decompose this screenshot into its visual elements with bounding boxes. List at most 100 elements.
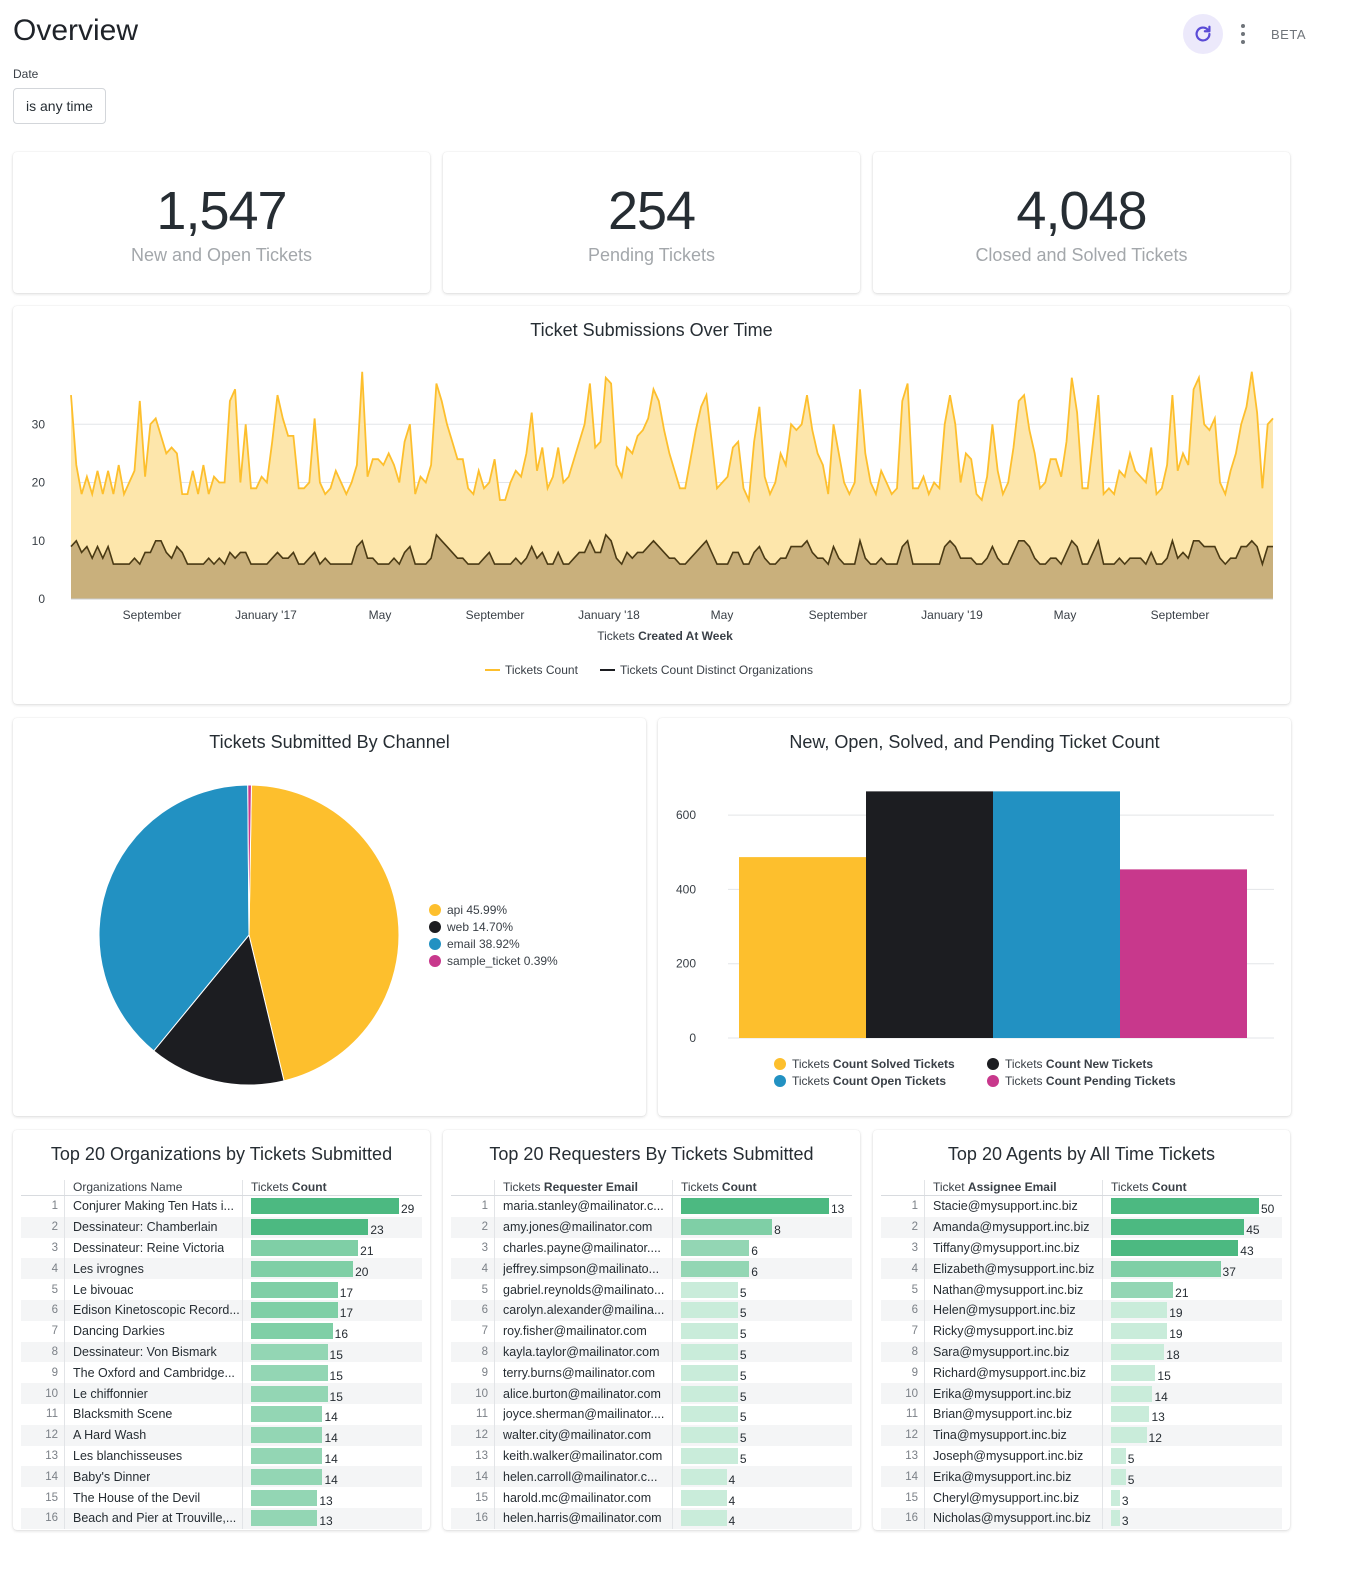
top-requesters-table: Tickets Requester Email Tickets Count 1 mar… xyxy=(451,1180,852,1529)
table-row[interactable]: 6 Edison Kinetoscopic Record... 17 xyxy=(21,1299,422,1321)
row-number: 13 xyxy=(21,1445,65,1467)
row-label: gabriel.reynolds@mailinato... xyxy=(495,1279,673,1300)
row-number: 7 xyxy=(21,1320,65,1342)
row-value: 5 xyxy=(739,1389,747,1404)
table-row[interactable]: 10 alice.burton@mailinator.com 5 xyxy=(451,1383,852,1404)
column-header[interactable]: Tickets Count xyxy=(681,1180,757,1194)
column-header[interactable]: Tickets Count xyxy=(1111,1180,1187,1194)
table-row[interactable]: 5 gabriel.reynolds@mailinato... 5 xyxy=(451,1279,852,1300)
table-row[interactable]: 14 Erika@mysupport.inc.biz 5 xyxy=(881,1466,1282,1488)
row-number: 12 xyxy=(21,1424,65,1446)
table-row[interactable]: 4 Elizabeth@mysupport.inc.biz 37 xyxy=(881,1258,1282,1280)
table-row[interactable]: 12 walter.city@mailinator.com 5 xyxy=(451,1424,852,1446)
row-value: 18 xyxy=(1166,1347,1180,1362)
table-row[interactable]: 1 maria.stanley@mailinator.c... 13 xyxy=(451,1196,852,1217)
table-row[interactable]: 7 Dancing Darkies 16 xyxy=(21,1320,422,1342)
row-number: 4 xyxy=(21,1258,65,1280)
table-row[interactable]: 16 helen.harris@mailinator.com 4 xyxy=(451,1507,852,1529)
table-row[interactable]: 8 Dessinateur: Von Bismark 15 xyxy=(21,1341,422,1363)
row-bar xyxy=(681,1427,738,1444)
column-header[interactable]: Organizations Name xyxy=(65,1180,243,1195)
row-number: 3 xyxy=(881,1237,925,1259)
table-row[interactable]: 4 Les ivrognes 20 xyxy=(21,1258,422,1280)
table-row[interactable]: 1 Conjurer Making Ten Hats i... 29 xyxy=(21,1196,422,1217)
table-row[interactable]: 3 Tiffany@mysupport.inc.biz 43 xyxy=(881,1237,1282,1259)
table-title: Top 20 Agents by All Time Tickets xyxy=(947,1144,1216,1164)
row-bar-cell: 5 xyxy=(1103,1466,1282,1487)
table-row[interactable]: 10 Erika@mysupport.inc.biz 14 xyxy=(881,1383,1282,1404)
table-row[interactable]: 15 The House of the Devil 13 xyxy=(21,1487,422,1508)
row-bar-cell: 13 xyxy=(243,1487,422,1508)
x-axis-title: Tickets Created At Week xyxy=(597,629,733,643)
table-row[interactable]: 16 Beach and Pier at Trouville,... 13 xyxy=(21,1507,422,1529)
table-row[interactable]: 12 Tina@mysupport.inc.biz 12 xyxy=(881,1424,1282,1446)
row-value: 6 xyxy=(751,1264,758,1279)
row-bar xyxy=(681,1302,738,1319)
chart-title: Tickets Submitted By Channel xyxy=(209,732,450,752)
row-label: helen.harris@mailinator.com xyxy=(495,1507,673,1529)
table-row[interactable]: 12 A Hard Wash 14 xyxy=(21,1424,422,1446)
legend-label: Tickets Count Pending Tickets xyxy=(1005,1074,1176,1088)
row-number: 6 xyxy=(881,1299,925,1321)
row-value: 6 xyxy=(751,1243,758,1258)
table-row[interactable]: 9 The Oxford and Cambridge... 15 xyxy=(21,1362,422,1384)
table-row[interactable]: 11 Blacksmith Scene 14 xyxy=(21,1403,422,1425)
table-row[interactable]: 13 Joseph@mysupport.inc.biz 5 xyxy=(881,1445,1282,1467)
table-row[interactable]: 13 Les blanchisseuses 14 xyxy=(21,1445,422,1467)
row-label: kayla.taylor@mailinator.com xyxy=(495,1341,673,1363)
bar-0 xyxy=(739,857,866,1038)
table-row[interactable]: 9 Richard@mysupport.inc.biz 15 xyxy=(881,1362,1282,1384)
x-tick-label: September xyxy=(1151,608,1210,622)
table-row[interactable]: 13 keith.walker@mailinator.com 5 xyxy=(451,1445,852,1467)
table-row[interactable]: 5 Le bivouac 17 xyxy=(21,1279,422,1300)
row-value: 3 xyxy=(1121,1514,1129,1529)
kpi-card-pending: 254 Pending Tickets xyxy=(443,152,860,293)
table-row[interactable]: 16 Nicholas@mysupport.inc.biz 3 xyxy=(881,1507,1282,1529)
row-value: 17 xyxy=(339,1306,354,1321)
row-label: Elizabeth@mysupport.inc.biz xyxy=(925,1258,1103,1280)
table-row[interactable]: 8 Sara@mysupport.inc.biz 18 xyxy=(881,1341,1282,1363)
table-row[interactable]: 5 Nathan@mysupport.inc.biz 21 xyxy=(881,1279,1282,1300)
row-bar xyxy=(1111,1385,1153,1402)
date-filter-button[interactable]: is any time xyxy=(13,88,106,124)
y-tick-label: 0 xyxy=(38,592,45,606)
row-bar xyxy=(251,1302,338,1319)
column-header[interactable]: Ticket Assignee Email xyxy=(925,1180,1103,1195)
table-row[interactable]: 2 amy.jones@mailinator.com 8 xyxy=(451,1216,852,1238)
table-row[interactable]: 11 joyce.sherman@mailinator.... 5 xyxy=(451,1403,852,1425)
table-row[interactable]: 6 Helen@mysupport.inc.biz 19 xyxy=(881,1299,1282,1321)
table-row[interactable]: 9 terry.burns@mailinator.com 5 xyxy=(451,1362,852,1384)
y-tick-label: 600 xyxy=(676,808,696,822)
row-bar-cell: 19 xyxy=(1103,1321,1282,1342)
table-row[interactable]: 15 harold.mc@mailinator.com 4 xyxy=(451,1487,852,1508)
table-row[interactable]: 10 Le chiffonnier 15 xyxy=(21,1383,422,1404)
table-row[interactable]: 4 jeffrey.simpson@mailinato... 6 xyxy=(451,1258,852,1280)
row-bar xyxy=(251,1489,318,1506)
row-number: 8 xyxy=(451,1341,495,1363)
row-bar-cell: 13 xyxy=(673,1196,852,1217)
column-header[interactable]: Tickets Count xyxy=(251,1180,327,1194)
table-row[interactable]: 7 roy.fisher@mailinator.com 5 xyxy=(451,1320,852,1342)
row-number: 12 xyxy=(451,1424,495,1446)
table-row[interactable]: 14 helen.carroll@mailinator.c... 4 xyxy=(451,1466,852,1488)
table-row[interactable]: 6 carolyn.alexander@mailina... 5 xyxy=(451,1299,852,1321)
table-row[interactable]: 2 Amanda@mysupport.inc.biz 45 xyxy=(881,1216,1282,1238)
row-value: 13 xyxy=(1151,1410,1165,1425)
top-agents-card: Top 20 Agents by All Time Tickets Ticket… xyxy=(873,1130,1290,1530)
table-row[interactable]: 1 Stacie@mysupport.inc.biz 50 xyxy=(881,1196,1282,1217)
table-row[interactable]: 14 Baby's Dinner 14 xyxy=(21,1466,422,1488)
table-row[interactable]: 11 Brian@mysupport.inc.biz 13 xyxy=(881,1403,1282,1425)
table-row[interactable]: 7 Ricky@mysupport.inc.biz 19 xyxy=(881,1320,1282,1342)
row-label: Sara@mysupport.inc.biz xyxy=(925,1341,1103,1363)
table-row[interactable]: 2 Dessinateur: Chamberlain 23 xyxy=(21,1216,422,1238)
table-row[interactable]: 15 Cheryl@mysupport.inc.biz 3 xyxy=(881,1487,1282,1508)
row-bar-cell: 3 xyxy=(1103,1508,1282,1529)
table-row[interactable]: 3 charles.payne@mailinator.... 6 xyxy=(451,1237,852,1259)
more-options-icon[interactable] xyxy=(1237,22,1249,46)
refresh-button[interactable] xyxy=(1183,14,1223,54)
table-row[interactable]: 8 kayla.taylor@mailinator.com 5 xyxy=(451,1341,852,1363)
row-bar-cell: 14 xyxy=(1103,1383,1282,1404)
column-header[interactable]: Tickets Requester Email xyxy=(495,1180,673,1195)
table-row[interactable]: 3 Dessinateur: Reine Victoria 21 xyxy=(21,1237,422,1259)
row-bar-cell: 37 xyxy=(1103,1258,1282,1279)
